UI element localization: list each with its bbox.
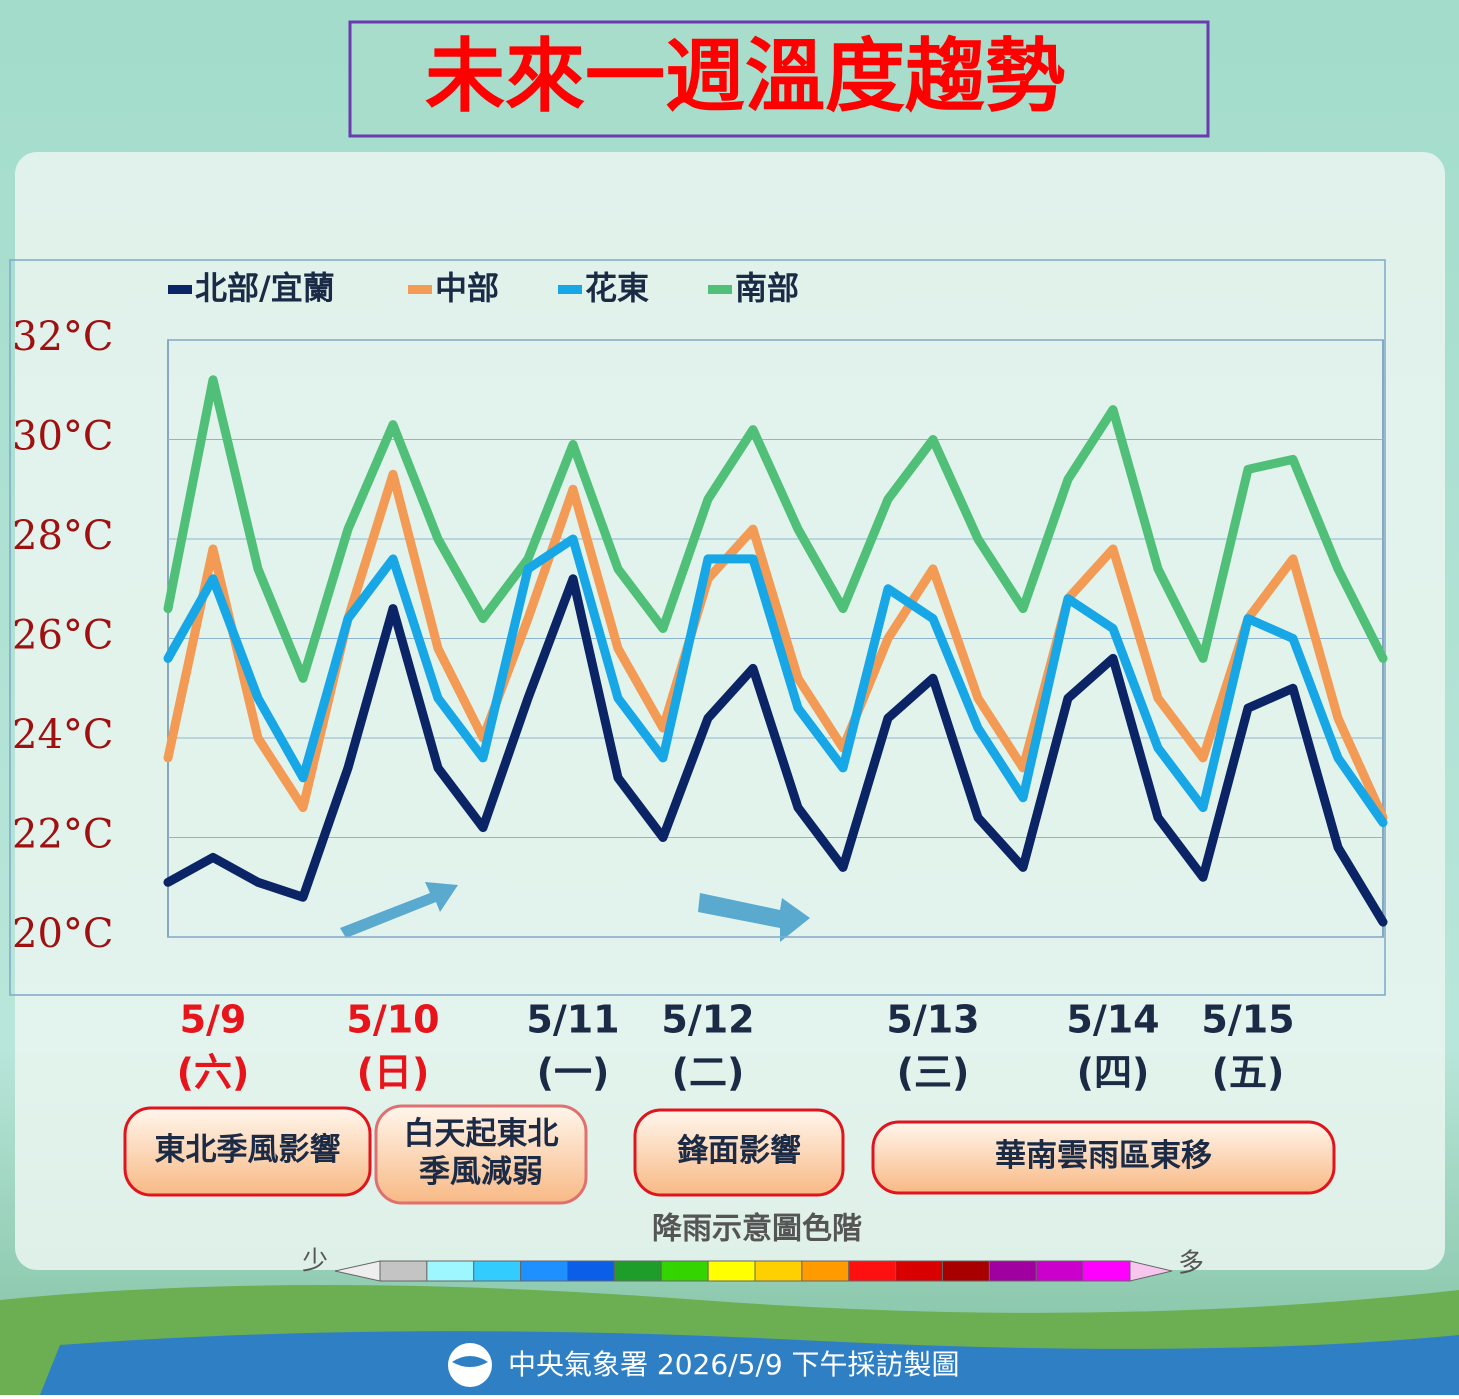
legend-label: 花東: [585, 269, 649, 307]
rain-scale-cell: [473, 1260, 522, 1282]
logo-mark: [452, 1356, 488, 1367]
legend-swatch: [168, 285, 192, 294]
x-tick-label: 5/12: [661, 998, 754, 1042]
chart-frame: [9, 259, 1386, 996]
legend-label: 南部: [735, 269, 799, 307]
rain-scale-cell: [567, 1260, 615, 1282]
series-line: [163, 375, 1388, 683]
x-tick-weekday: (三): [897, 1051, 970, 1095]
rain-scale-high: 多: [1178, 1249, 1204, 1279]
annotation-box: [871, 1120, 1336, 1195]
rain-scale-cell: [988, 1260, 1037, 1282]
rain-scale-low: 少: [302, 1247, 328, 1277]
y-tick-label: 22°C: [12, 812, 114, 858]
footer: 中央氣象署 2026/5/9 下午採訪製圖: [508, 1348, 960, 1381]
annotation-text: 東北季風影響: [155, 1132, 341, 1168]
x-tick-label: 5/14: [1066, 998, 1159, 1042]
y-tick-label: 30°C: [12, 414, 114, 460]
title-box: [348, 20, 1210, 138]
annotation-box: [374, 1104, 588, 1205]
chart-title: 未來一週溫度趨勢: [425, 30, 1065, 123]
annotation-text: 鋒面影響: [676, 1133, 801, 1169]
x-tick-label: 5/11: [526, 998, 619, 1042]
legend: 北部/宜蘭 中部 花東 南部: [168, 269, 799, 307]
x-tick-weekday: (六): [177, 1051, 250, 1095]
x-tick-label: 5/13: [886, 998, 979, 1042]
rain-scale-cell: [895, 1260, 943, 1282]
annotation-box: [633, 1108, 845, 1197]
legend-swatch: [408, 285, 432, 294]
arrow: [698, 893, 810, 942]
rain-scale-cell: [754, 1260, 803, 1282]
x-tick-label: 5/15: [1201, 998, 1294, 1042]
y-tick-label: 26°C: [12, 613, 114, 659]
legend-swatch: [558, 285, 582, 294]
plot: 20°C 22°C 24°C 26°C 28°C 30°C 32°C 5/9 (六) 5/10 (日…: [12, 314, 1388, 1095]
x-tick-weekday: (二): [672, 1051, 745, 1095]
series-line: [163, 574, 1388, 927]
rain-scale-cell: [707, 1260, 756, 1282]
x-tick-weekday: (五): [1212, 1051, 1285, 1095]
rain-scale-cell: [613, 1260, 662, 1282]
panel: [15, 152, 1445, 1270]
x-tick-weekday: (四): [1077, 1051, 1150, 1095]
x-tick-weekday: (日): [357, 1051, 430, 1095]
rain-scale-cell: [848, 1260, 897, 1282]
annotation-box: [123, 1106, 372, 1197]
x-tick-label: 5/10: [346, 998, 439, 1042]
y-tick-label: 24°C: [12, 712, 114, 758]
legend-label: 北部/宜蘭: [195, 269, 335, 307]
rain-scale-cell: [426, 1260, 475, 1282]
legend-swatch: [708, 285, 732, 294]
legend-label: 中部: [435, 269, 499, 307]
water: [40, 1331, 1459, 1395]
rain-scale-head: [1129, 1260, 1173, 1282]
series-line: [163, 534, 1388, 828]
y-tick-label: 32°C: [12, 314, 114, 360]
x-tick-label: 5/9: [180, 998, 247, 1042]
rain-scale-cell: [520, 1260, 568, 1282]
rain-scale-cell: [660, 1260, 709, 1282]
rain-scale-cell: [379, 1260, 428, 1282]
annotation-text: 季風減弱: [419, 1154, 543, 1190]
y-tick-label: 20°C: [12, 911, 114, 957]
rain-scale-title: 降雨示意圖色階: [652, 1212, 862, 1247]
rain-scale-cell: [942, 1260, 990, 1282]
rain-scale-cell: [801, 1260, 850, 1282]
y-tick-label: 28°C: [12, 513, 114, 559]
annotation-text: 華南雲雨區東移: [995, 1138, 1212, 1174]
rain-scale-cell: [1035, 1260, 1084, 1282]
annotation-text: 白天起東北: [404, 1116, 559, 1152]
rain-scale-cell: [1082, 1260, 1131, 1282]
series-line: [163, 469, 1388, 823]
arrow: [340, 882, 458, 938]
x-tick-weekday: (一): [537, 1051, 610, 1095]
